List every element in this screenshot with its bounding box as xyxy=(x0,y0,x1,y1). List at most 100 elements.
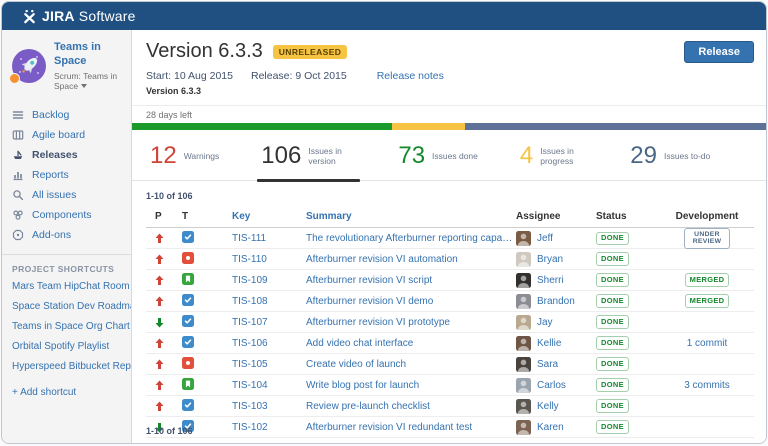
stat-label: Issues in progress xyxy=(540,145,574,166)
assignee-link[interactable]: Sherri xyxy=(537,274,564,286)
issue-summary-link[interactable]: Add video chat interface xyxy=(306,337,414,349)
sidebar-item-all-issues[interactable]: All issues xyxy=(2,185,131,205)
dev-commits-link[interactable]: 3 commits xyxy=(684,379,730,391)
issue-key-link[interactable]: TIS-105 xyxy=(232,358,268,370)
issue-key-link[interactable]: TIS-111 xyxy=(232,232,267,244)
table-row[interactable]: TIS-111 The revolutionary Afterburner re… xyxy=(146,228,754,249)
issuetype-story-icon xyxy=(182,273,232,287)
issue-summary-link[interactable]: The revolutionary Afterburner reporting … xyxy=(306,232,516,244)
sidebar-item-releases[interactable]: Releases xyxy=(2,145,131,165)
sidebar-item-agile-board[interactable]: Agile board xyxy=(2,125,131,145)
project-sidebar: Teams in Space Scrum: Teams in Space Bac… xyxy=(2,30,132,443)
issue-summary-link[interactable]: Afterburner revision VI prototype xyxy=(306,316,450,328)
sidebar-item-components[interactable]: Components xyxy=(2,205,131,225)
issuetype-bug-icon xyxy=(182,252,232,266)
priority-up-icon xyxy=(146,254,182,265)
table-row[interactable]: TIS-106 Add video chat interface Kellie … xyxy=(146,333,754,354)
sidebar-shortcut-link[interactable]: Space Station Dev Roadmap xyxy=(12,301,132,312)
release-progress-bar xyxy=(132,123,766,130)
table-row[interactable]: TIS-110 Afterburner revision VI automati… xyxy=(146,249,754,270)
dev-merged-badge: MERGED xyxy=(684,273,730,287)
status-badge: DONE xyxy=(596,378,629,392)
issuetype-task-icon xyxy=(182,315,232,329)
sidebar-shortcut-link[interactable]: Hyperspeed Bitbucket Repo xyxy=(12,361,132,372)
issue-summary-link[interactable]: Create video of launch xyxy=(306,358,407,370)
stat-value: 4 xyxy=(519,142,534,169)
project-board-switcher[interactable]: Scrum: Teams in Space xyxy=(54,70,118,91)
release-notes-link[interactable]: Release notes xyxy=(376,70,444,82)
brand-bold: JIRA xyxy=(42,8,75,24)
table-row[interactable]: TIS-102 Afterburner revision VI redundan… xyxy=(146,417,754,438)
sidebar-divider xyxy=(2,253,131,255)
stat-warnings[interactable]: 12 Warnings xyxy=(150,144,219,180)
table-row[interactable]: TIS-107 Afterburner revision VI prototyp… xyxy=(146,312,754,333)
column-header-assignee[interactable]: Assignee xyxy=(516,211,561,222)
table-row[interactable]: TIS-108 Afterburner revision VI demo Bra… xyxy=(146,291,754,312)
version-page: Version 6.3.3 UNRELEASED Release Start: … xyxy=(132,30,766,443)
project-header[interactable]: Teams in Space Scrum: Teams in Space xyxy=(2,30,131,101)
column-header-t[interactable]: T xyxy=(182,211,189,222)
issue-summary-link[interactable]: Review pre-launch checklist xyxy=(306,400,430,412)
table-row[interactable]: TIS-103 Review pre-launch checklist Kell… xyxy=(146,396,754,417)
status-badge: DONE xyxy=(596,336,629,350)
sidebar-shortcut-link[interactable]: Teams in Space Org Chart xyxy=(12,321,130,332)
sidebar-item-add-ons[interactable]: Add-ons xyxy=(2,225,131,245)
stat-issues-to-do[interactable]: 29 Issues to-do xyxy=(630,144,710,180)
table-row[interactable]: TIS-104 Write blog post for launch Carlo… xyxy=(146,375,754,396)
chart-icon xyxy=(12,169,24,181)
progress-segment-in-progress xyxy=(391,123,465,130)
assignee-link[interactable]: Sara xyxy=(537,358,559,370)
assignee-link[interactable]: Kelly xyxy=(537,400,559,412)
pagination-top: 1-10 of 106 xyxy=(146,191,193,201)
stat-issues-in-version[interactable]: 106 Issues in version xyxy=(257,144,361,182)
add-shortcut-link[interactable]: + Add shortcut xyxy=(12,386,77,398)
column-header-summary[interactable]: Summary xyxy=(306,211,352,222)
dev-commits-link[interactable]: 1 commit xyxy=(686,337,728,349)
sidebar-shortcut-link[interactable]: Mars Team HipChat Room xyxy=(12,281,130,292)
sidebar-shortcut-link[interactable]: Orbital Spotify Playlist xyxy=(12,341,110,352)
stat-issues-done[interactable]: 73 Issues done xyxy=(398,144,478,180)
active-stat-indicator xyxy=(257,179,361,182)
progress-segment-done xyxy=(132,123,392,130)
issue-summary-link[interactable]: Write blog post for launch xyxy=(306,379,420,391)
status-badge: DONE xyxy=(596,420,629,434)
assignee-link[interactable]: Kellie xyxy=(537,337,562,349)
avatar xyxy=(516,398,531,414)
project-name[interactable]: Teams in Space xyxy=(54,41,101,67)
assignee-link[interactable]: Bryan xyxy=(537,253,564,265)
stat-label: Warnings xyxy=(183,150,220,161)
issue-summary-link[interactable]: Afterburner revision VI demo xyxy=(306,295,434,307)
table-row[interactable]: TIS-109 Afterburner revision VI script S… xyxy=(146,270,754,291)
column-header-development[interactable]: Development xyxy=(675,211,739,222)
assignee-link[interactable]: Brandon xyxy=(537,295,575,307)
assignee-link[interactable]: Jeff xyxy=(537,232,553,244)
issue-key-link[interactable]: TIS-103 xyxy=(232,400,268,412)
priority-up-icon xyxy=(146,380,182,391)
issue-key-link[interactable]: TIS-104 xyxy=(232,379,268,391)
table-row[interactable]: TIS-105 Create video of launch Sara DONE xyxy=(146,354,754,375)
status-badge: DONE xyxy=(596,294,629,308)
sidebar-item-reports[interactable]: Reports xyxy=(2,165,131,185)
issue-key-link[interactable]: TIS-109 xyxy=(232,274,268,286)
unreleased-badge: UNRELEASED xyxy=(272,44,348,59)
priority-up-icon xyxy=(146,338,182,349)
issue-key-link[interactable]: TIS-106 xyxy=(232,337,268,349)
issue-summary-link[interactable]: Afterburner revision VI script xyxy=(306,274,433,286)
priority-up-icon xyxy=(146,359,182,370)
column-header-status[interactable]: Status xyxy=(596,211,627,222)
release-button[interactable]: Release xyxy=(684,40,754,63)
search-icon xyxy=(12,189,24,201)
shortcuts-list: Mars Team HipChat Room Space Station Dev… xyxy=(2,277,131,377)
column-header-p[interactable]: P xyxy=(155,211,162,222)
assignee-link[interactable]: Carlos xyxy=(537,379,566,391)
issue-key-link[interactable]: TIS-108 xyxy=(232,295,268,307)
stat-issues-in-progress[interactable]: 4 Issues in progress xyxy=(520,144,588,180)
column-header-key[interactable]: Key xyxy=(232,211,251,222)
assignee-link[interactable]: Jay xyxy=(537,316,553,328)
issue-summary-link[interactable]: Afterburner revision VI automation xyxy=(306,253,458,265)
pagination-bottom: 1-10 of 106 xyxy=(146,426,193,436)
issue-key-link[interactable]: TIS-110 xyxy=(232,253,267,265)
issue-key-link[interactable]: TIS-107 xyxy=(232,316,268,328)
release-progress-section: 28 days left xyxy=(132,105,766,130)
sidebar-item-backlog[interactable]: Backlog xyxy=(2,105,131,125)
